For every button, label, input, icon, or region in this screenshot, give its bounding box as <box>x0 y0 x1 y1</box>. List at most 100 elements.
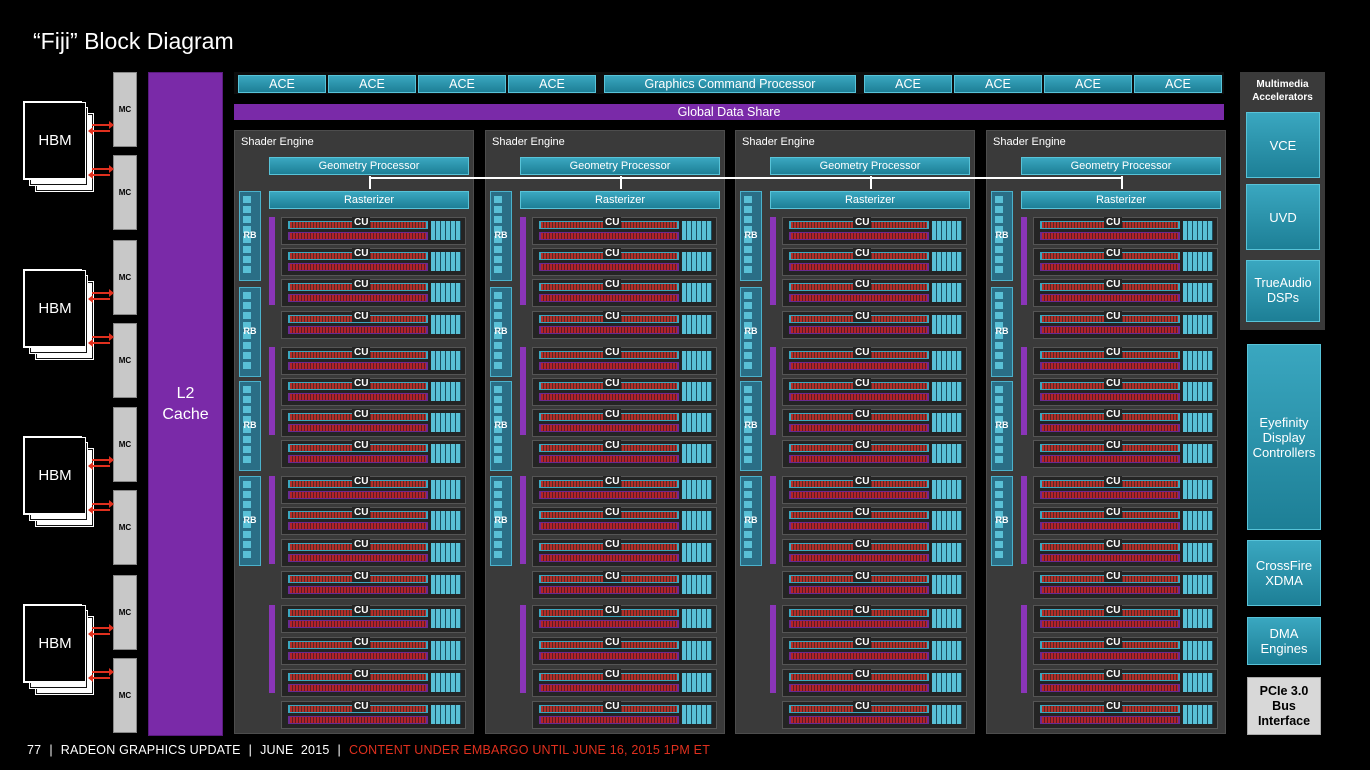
footer: 77 | RADEON GRAPHICS UPDATE | JUNE 2015 | CONT… <box>27 743 711 757</box>
compute-unit: CU <box>532 669 717 697</box>
rb-cell <box>243 362 251 369</box>
rb-cell <box>744 196 752 203</box>
compute-unit: CU <box>281 217 466 245</box>
shader-engine: Shader Engine Geometry Processor Rasterize… <box>735 130 975 734</box>
rb-cell <box>995 406 1003 413</box>
cu-grid <box>431 283 461 302</box>
cu-grid <box>932 252 962 271</box>
cu-array-bar <box>269 476 275 564</box>
cu-label: CU <box>603 476 622 487</box>
rb-cell <box>243 312 251 319</box>
compute-unit: CU <box>532 217 717 245</box>
cu-label: CU <box>1104 347 1123 358</box>
compute-unit: CU <box>782 409 967 437</box>
cu-grid <box>431 252 461 271</box>
rb-cell <box>744 342 752 349</box>
rasterizer: Rasterizer <box>520 191 720 209</box>
cu-red2 <box>791 425 927 431</box>
cu-grid <box>682 444 712 463</box>
memory-controller: MC <box>113 72 137 147</box>
cu-label: CU <box>1104 248 1123 259</box>
cu-grid <box>431 543 461 562</box>
rb-cell <box>744 481 752 488</box>
rb-cell <box>243 551 251 558</box>
dma-engines-block: DMA Engines <box>1247 617 1321 665</box>
rb-cell <box>494 216 502 223</box>
arrow-right <box>92 333 114 341</box>
cu-label: CU <box>853 539 872 550</box>
cu-grid <box>1183 252 1213 271</box>
render-backend: RB <box>740 287 762 377</box>
cu-label: CU <box>1104 507 1123 518</box>
cu-red2 <box>791 555 927 561</box>
multimedia-accelerators-panel: Multimedia Accelerators VCE UVD TrueAudi… <box>1240 72 1325 330</box>
compute-unit: CU <box>782 279 967 307</box>
cu-grid <box>1183 221 1213 240</box>
rb-cell <box>995 342 1003 349</box>
cu-label: CU <box>1104 637 1123 648</box>
cu-label: CU <box>853 669 872 680</box>
cu-red2 <box>1042 394 1178 400</box>
arrow-right <box>92 121 114 129</box>
cu-red2 <box>290 555 426 561</box>
compute-unit: CU <box>532 248 717 276</box>
cu-label: CU <box>352 347 371 358</box>
cu-red2 <box>791 233 927 239</box>
rb-label: RB <box>744 230 758 240</box>
compute-unit: CU <box>782 605 967 633</box>
rb-cell <box>995 246 1003 253</box>
rb-cell <box>744 456 752 463</box>
rb-cell <box>494 342 502 349</box>
cu-grid <box>682 511 712 530</box>
rb-cell <box>243 246 251 253</box>
rb-cell <box>243 491 251 498</box>
rb-cell <box>744 332 752 339</box>
rb-cell <box>995 491 1003 498</box>
rb-cell <box>995 362 1003 369</box>
cu-grid <box>682 609 712 628</box>
cu-array-bar <box>520 217 526 305</box>
rb-cell <box>243 531 251 538</box>
cu-grid <box>431 444 461 463</box>
cu-red2 <box>1042 295 1178 301</box>
rb-cell <box>243 396 251 403</box>
compute-unit: CU <box>281 539 466 567</box>
rb-cell <box>744 531 752 538</box>
cu-red2 <box>290 295 426 301</box>
compute-unit: CU <box>532 701 717 729</box>
cu-label: CU <box>853 311 872 322</box>
memory-controller: MC <box>113 658 137 733</box>
cu-grid <box>431 413 461 432</box>
rb-label: RB <box>494 230 508 240</box>
cu-label: CU <box>603 571 622 582</box>
compute-unit: CU <box>1033 378 1218 406</box>
arrow-right <box>92 165 114 173</box>
compute-unit: CU <box>1033 347 1218 375</box>
compute-unit: CU <box>532 637 717 665</box>
cu-red2 <box>791 363 927 369</box>
memory-controller: MC <box>113 155 137 230</box>
cu-grid <box>1183 480 1213 499</box>
cu-grid <box>431 673 461 692</box>
cu-label: CU <box>1104 701 1123 712</box>
rb-label: RB <box>243 230 257 240</box>
rb-cell <box>995 302 1003 309</box>
cu-array-bar <box>1021 605 1027 693</box>
cu-label: CU <box>352 248 371 259</box>
compute-unit: CU <box>532 440 717 468</box>
rb-cell <box>494 426 502 433</box>
cu-label: CU <box>352 279 371 290</box>
pcie-interface-block: PCIe 3.0 Bus Interface <box>1247 677 1321 735</box>
cu-red2 <box>541 685 677 691</box>
cu-grid <box>932 609 962 628</box>
cu-grid <box>431 382 461 401</box>
cu-red2 <box>541 233 677 239</box>
cu-grid <box>431 641 461 660</box>
cu-grid <box>932 221 962 240</box>
rb-cell <box>243 196 251 203</box>
cu-grid <box>1183 315 1213 334</box>
cu-red2 <box>541 555 677 561</box>
rb-label: RB <box>995 420 1009 430</box>
compute-unit: CU <box>782 669 967 697</box>
cu-red2 <box>541 587 677 593</box>
